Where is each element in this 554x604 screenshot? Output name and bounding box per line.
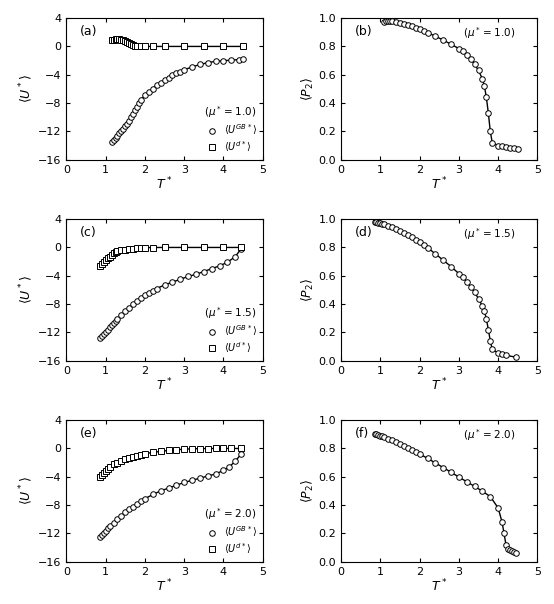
X-axis label: $T^*$: $T^*$ <box>156 578 173 594</box>
X-axis label: $T^*$: $T^*$ <box>431 176 448 193</box>
Y-axis label: $\langle U^*\rangle$: $\langle U^*\rangle$ <box>18 275 35 304</box>
X-axis label: $T^*$: $T^*$ <box>431 578 448 594</box>
Y-axis label: $\langle U^*\rangle$: $\langle U^*\rangle$ <box>18 74 35 103</box>
Legend: $\langle U^{GB*}\rangle$, $\langle U^{d*}\rangle$: $\langle U^{GB*}\rangle$, $\langle U^{d*… <box>202 304 258 356</box>
Y-axis label: $\langle P_2\rangle$: $\langle P_2\rangle$ <box>300 479 316 503</box>
Text: (e): (e) <box>80 427 98 440</box>
X-axis label: $T^*$: $T^*$ <box>156 377 173 394</box>
Text: $(\mu^* = 2.0)$: $(\mu^* = 2.0)$ <box>463 427 515 443</box>
Text: $(\mu^* = 1.5)$: $(\mu^* = 1.5)$ <box>463 226 515 242</box>
X-axis label: $T^*$: $T^*$ <box>431 377 448 394</box>
Y-axis label: $\langle P_2\rangle$: $\langle P_2\rangle$ <box>300 77 316 101</box>
Legend: $\langle U^{GB*}\rangle$, $\langle U^{d*}\rangle$: $\langle U^{GB*}\rangle$, $\langle U^{d*… <box>202 104 258 155</box>
Text: (a): (a) <box>80 25 98 38</box>
Y-axis label: $\langle P_2\rangle$: $\langle P_2\rangle$ <box>300 278 316 302</box>
Text: (d): (d) <box>355 226 373 239</box>
Text: $(\mu^* = 1.0)$: $(\mu^* = 1.0)$ <box>463 25 515 41</box>
Text: (c): (c) <box>80 226 97 239</box>
Text: (b): (b) <box>355 25 372 38</box>
Legend: $\langle U^{GB*}\rangle$, $\langle U^{d*}\rangle$: $\langle U^{GB*}\rangle$, $\langle U^{d*… <box>202 506 258 557</box>
Y-axis label: $\langle U^*\rangle$: $\langle U^*\rangle$ <box>18 477 35 506</box>
X-axis label: $T^*$: $T^*$ <box>156 176 173 193</box>
Text: (f): (f) <box>355 427 369 440</box>
